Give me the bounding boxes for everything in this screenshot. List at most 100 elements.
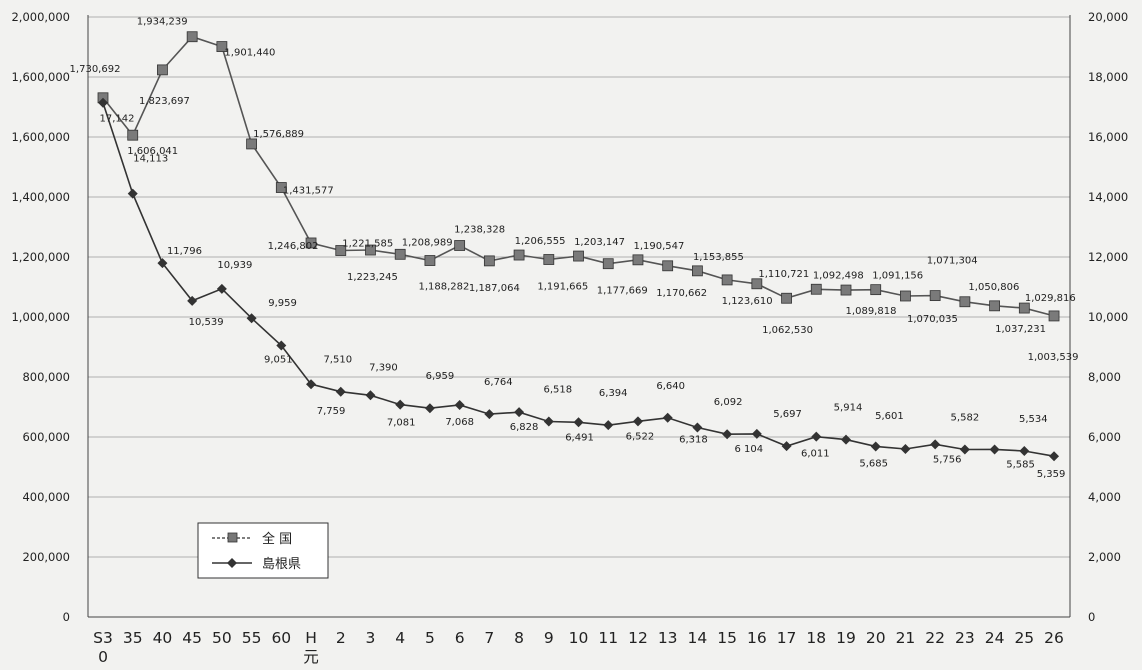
data-label-national: 1,576,889 [253,129,304,140]
data-label-shimane: 6,318 [679,434,708,445]
series-lines [97,31,1060,462]
y-right-tick-label: 0 [1088,610,1095,624]
data-label-national: 1,170,662 [656,288,707,299]
data-label-national: 1,050,806 [968,282,1019,293]
data-point-shimane [127,188,138,199]
data-point-national [751,278,763,290]
x-tick-label: 25 [1014,629,1034,647]
y-right-tick-label: 6,000 [1088,430,1121,444]
data-label-shimane: 6,959 [426,371,455,382]
data-label-national: 1,110,721 [758,269,809,280]
data-label-shimane: 6 104 [735,444,764,455]
data-point-national [424,255,436,266]
data-label-shimane: 6,394 [599,388,628,399]
data-label-shimane: 5,697 [773,409,802,420]
data-label-national: 1,003,539 [1028,352,1079,363]
data-point-shimane [335,386,346,397]
data-label-shimane: 6,522 [626,431,655,442]
data-point-shimane [959,444,970,455]
data-label-shimane: 7,510 [323,355,352,366]
legend-marker-national [227,532,238,543]
data-label-shimane: 9,051 [264,354,293,365]
data-point-shimane [395,399,406,410]
data-label-shimane: 7,068 [445,417,474,428]
x-tick-label: 18 [806,629,826,647]
data-label-shimane: 6,828 [510,422,539,433]
x-tick-label: 26 [1044,629,1064,647]
data-point-shimane [484,409,495,420]
data-label-national: 1,089,818 [846,306,897,317]
data-label-shimane: 7,390 [369,362,398,373]
x-tick-label: 7 [484,629,494,647]
x-tick-label: 17 [777,629,797,647]
data-label-shimane: 6,491 [565,432,594,443]
data-label-national: 1,238,328 [454,225,505,236]
data-point-national [305,237,317,249]
x-tick-label: 10 [569,629,589,647]
x-tick-label: 16 [747,629,767,647]
data-point-national [1048,310,1060,322]
y-right-tick-label: 18,000 [1088,70,1128,84]
y-left-tick-label: 1,400,000 [11,190,70,204]
data-point-shimane [811,431,822,442]
x-tick-label: S3 [93,629,113,647]
data-label-shimane: 5,585 [1006,459,1035,470]
data-label-national: 1,092,498 [813,270,864,281]
legend-box [197,522,329,579]
data-point-national [900,290,911,302]
data-label-national: 1,029,816 [1025,293,1076,304]
data-point-national [454,240,466,251]
y-left-tick-label: 0 [63,610,70,624]
data-label-national: 1,203,147 [574,237,625,248]
x-tick-label: 22 [925,629,945,647]
data-point-national [157,64,168,76]
data-label-national: 1,091,156 [872,271,923,282]
y-right-tick-label: 2,000 [1088,550,1121,564]
data-point-shimane [722,429,733,440]
data-label-shimane: 6,764 [484,377,513,388]
data-point-shimane [632,416,643,427]
data-point-shimane [781,441,792,452]
data-point-shimane [573,417,584,428]
data-point-national [632,254,644,266]
data-label-shimane: 7,081 [387,418,416,429]
data-point-shimane [1019,445,1030,456]
data-point-national [1018,302,1030,314]
data-label-national: 1,208,989 [402,237,453,248]
data-label-national: 1,070,035 [907,314,958,325]
y-left-tick-label: 800,000 [22,370,70,384]
x-tick-label-cont: 0 [98,648,108,666]
data-point-national [216,41,228,52]
data-label-national: 1,188,282 [418,282,469,293]
x-tick-label: 3 [366,629,376,647]
data-label-national: 1,934,239 [137,17,188,28]
data-point-national [513,249,525,261]
data-point-national [781,292,792,304]
data-label-national: 1,153,855 [693,252,744,263]
data-point-national [840,284,852,296]
x-tick-label: 6 [455,629,465,647]
data-label-national: 1,187,064 [469,283,520,294]
data-point-shimane [276,340,287,351]
data-label-shimane: 5,582 [951,413,980,424]
y-left-tick-label: 600,000 [22,430,70,444]
data-point-national [275,182,287,193]
x-tick-label: H [305,629,317,647]
data-label-shimane: 6,092 [714,397,743,408]
data-point-shimane [662,412,673,423]
data-label-shimane: 5,914 [834,403,863,414]
data-point-shimane [187,295,198,306]
data-label-national: 1,730,692 [70,64,121,75]
y-right-tick-label: 8,000 [1088,370,1121,384]
data-point-national [483,255,495,267]
y-left-tick-label: 1,600,000 [11,70,70,84]
data-labels: 1,730,692 1,606,041 1,823,697 1,934,239 1,90… [70,17,1079,481]
data-point-shimane [246,313,257,324]
data-point-shimane [365,390,376,401]
data-point-shimane [1049,451,1060,462]
x-tick-label: 35 [123,629,143,647]
